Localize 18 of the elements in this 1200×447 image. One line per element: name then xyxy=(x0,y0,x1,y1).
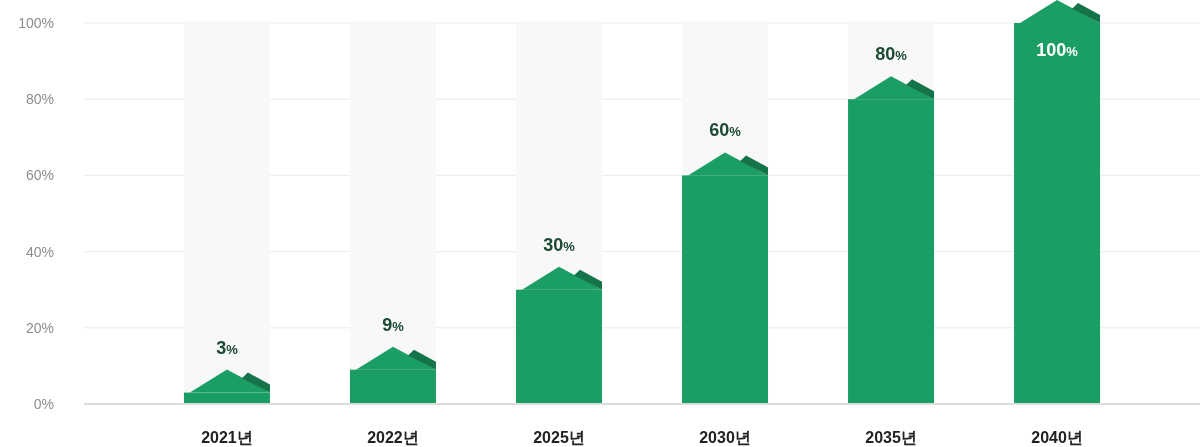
y-tick-label: 80% xyxy=(25,91,54,108)
x-tick-label: 2021년 xyxy=(201,428,253,446)
data-label: 60% xyxy=(709,120,742,141)
y-tick-label: 100% xyxy=(18,14,54,31)
data-label: 3% xyxy=(216,337,239,358)
y-tick-label: 40% xyxy=(25,243,54,260)
y-tick-label: 20% xyxy=(25,319,54,336)
x-tick-label: 2030년 xyxy=(699,428,751,446)
y-tick-label: 0% xyxy=(33,395,54,412)
x-tick-label: 2035년 xyxy=(865,428,917,446)
x-tick-label: 2040년 xyxy=(1031,428,1083,446)
x-tick-label: 2025년 xyxy=(533,428,585,446)
data-label: 9% xyxy=(382,314,405,335)
x-tick-label: 2022년 xyxy=(367,428,419,446)
data-label: 80% xyxy=(875,44,908,65)
data-label: 30% xyxy=(543,234,576,255)
y-tick-label: 60% xyxy=(25,167,54,184)
data-label: 100% xyxy=(1036,40,1079,60)
